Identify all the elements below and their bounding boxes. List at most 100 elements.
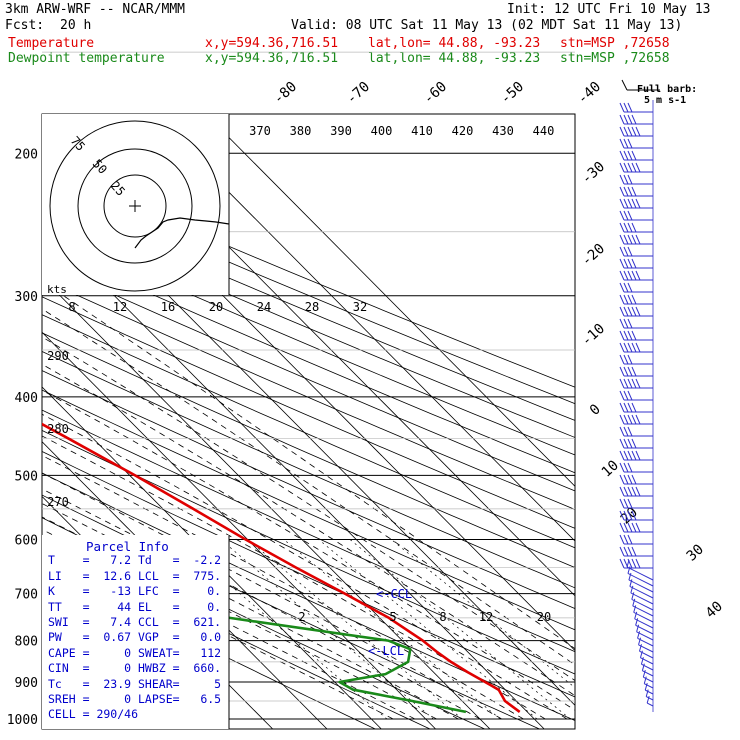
dry-adiabat-line bbox=[42, 450, 575, 698]
parcel-row: TT = 44 EL = 0. bbox=[48, 599, 222, 614]
dry-adiabat-line bbox=[42, 540, 431, 729]
wind-barb bbox=[619, 486, 653, 497]
theta-label: 430 bbox=[492, 124, 514, 138]
temperature-legend-label: Temperature bbox=[8, 36, 95, 51]
wind-barb bbox=[619, 414, 653, 425]
isotherm-line bbox=[42, 386, 382, 729]
isotherm-line bbox=[205, 114, 575, 487]
wind-barb bbox=[619, 126, 653, 137]
mixing-ratio-line bbox=[247, 539, 463, 720]
wind-barb bbox=[619, 318, 653, 329]
wind-barb bbox=[619, 366, 653, 377]
wind-barb bbox=[619, 174, 653, 185]
dry-adiabat-line bbox=[42, 430, 575, 675]
wind-barb bbox=[629, 579, 654, 599]
hodograph-units: kts bbox=[47, 283, 67, 296]
theta-label: 380 bbox=[290, 124, 312, 138]
wind-barb bbox=[641, 663, 654, 677]
pressure-tick-label: 400 bbox=[15, 391, 38, 406]
pressure-tick-label: 200 bbox=[15, 147, 38, 162]
temperature-station: stn=MSP ,72658 bbox=[560, 36, 670, 51]
parcel-row: CIN = 0 HWBZ = 660. bbox=[48, 661, 222, 676]
pressure-tick-label: 300 bbox=[15, 290, 38, 305]
wind-barb bbox=[640, 657, 654, 671]
dry-adiabat-line bbox=[42, 494, 541, 729]
mixing-ratio-line bbox=[349, 539, 571, 720]
wind-barb bbox=[619, 438, 653, 449]
moist-adiabat-line bbox=[42, 488, 481, 720]
isotherm-line bbox=[42, 331, 436, 729]
wind-barb bbox=[619, 150, 653, 161]
hodograph-trace bbox=[134, 217, 230, 249]
wind-barb bbox=[628, 572, 654, 593]
wind-barb bbox=[646, 695, 654, 707]
isotherm-label: 10 bbox=[599, 457, 622, 480]
lcl-label: <-LCL bbox=[368, 644, 404, 658]
wind-barb bbox=[619, 534, 653, 545]
barb-legend-barb bbox=[621, 79, 628, 91]
pressure-tick-label: 700 bbox=[15, 588, 38, 603]
dewpoint-station: stn=MSP ,72658 bbox=[560, 51, 670, 66]
parcel-row bbox=[48, 538, 228, 553]
wind-barb bbox=[619, 426, 653, 437]
theta-label: 440 bbox=[533, 124, 555, 138]
isotherm-label: 40 bbox=[703, 598, 726, 621]
hodograph-speed-label: 20 bbox=[209, 300, 223, 314]
wind-barb bbox=[627, 566, 654, 587]
parcel-row: T = 7.2 Td = -2.2 bbox=[48, 553, 222, 568]
wind-barb bbox=[619, 354, 653, 365]
isotherm-label: -30 bbox=[579, 159, 609, 188]
wind-barb bbox=[619, 282, 653, 293]
wind-barb bbox=[643, 676, 654, 689]
pressure-tick-label: 900 bbox=[15, 676, 38, 691]
wind-barb bbox=[634, 611, 654, 629]
wind-barb bbox=[619, 378, 653, 389]
isotherm-label: -20 bbox=[579, 241, 609, 270]
mixing-ratio-label: 5 bbox=[389, 610, 396, 624]
theta-side-label: 280 bbox=[47, 422, 69, 436]
theta-label: 370 bbox=[249, 124, 271, 138]
parcel-row: CELL = 290/46 bbox=[48, 707, 139, 722]
wind-barb bbox=[645, 689, 654, 701]
barb-legend-value: 5 m s-1 bbox=[644, 95, 686, 106]
wind-barb bbox=[619, 558, 653, 569]
mixing-ratio-label: 2 bbox=[298, 610, 305, 624]
isotherm-label: 0 bbox=[587, 401, 604, 419]
theta-label: 420 bbox=[452, 124, 474, 138]
wind-barb bbox=[642, 670, 654, 683]
mixing-ratio-line bbox=[220, 539, 434, 720]
parcel-box bbox=[42, 535, 229, 729]
temperature-line bbox=[42, 422, 521, 713]
wind-barb bbox=[619, 210, 653, 221]
parcel-row: SREH = 0 LAPSE= 6.5 bbox=[48, 692, 222, 707]
forecast-label: Fcst: bbox=[5, 18, 45, 33]
wind-barb bbox=[619, 342, 653, 353]
temperature-latlon: lat,lon= 44.88, -93.23 bbox=[368, 36, 541, 51]
wind-barb bbox=[619, 522, 653, 533]
pressure-tick-label: 600 bbox=[15, 533, 38, 548]
temperature-xy: x,y=594.36,716.51 bbox=[205, 36, 339, 51]
wind-barb bbox=[619, 114, 653, 125]
forecast-hour: 20 h bbox=[60, 18, 92, 33]
mixing-ratio-line bbox=[390, 539, 575, 689]
theta-side-label: 270 bbox=[47, 495, 69, 509]
wind-barb bbox=[619, 222, 653, 233]
wind-barb bbox=[619, 186, 653, 197]
hodograph-speed-label: 12 bbox=[113, 300, 127, 314]
isotherm-label: -60 bbox=[421, 79, 451, 108]
wind-barb bbox=[619, 510, 653, 521]
isotherm-label: -40 bbox=[575, 79, 605, 108]
isotherm-line bbox=[151, 114, 575, 542]
hodograph-speed-label: 8 bbox=[68, 300, 75, 314]
parcel-row: CAPE = 0 SWEAT= 112 bbox=[48, 645, 222, 660]
theta-label: 400 bbox=[371, 124, 393, 138]
dry-adiabat-line bbox=[42, 517, 486, 729]
wind-barb bbox=[619, 258, 653, 269]
mixing-ratio-label: 12 bbox=[479, 610, 493, 624]
hodograph-speed-label: 24 bbox=[257, 300, 271, 314]
wind-barb bbox=[619, 234, 653, 245]
dewpoint-legend-label: Dewpoint temperature bbox=[8, 51, 165, 66]
